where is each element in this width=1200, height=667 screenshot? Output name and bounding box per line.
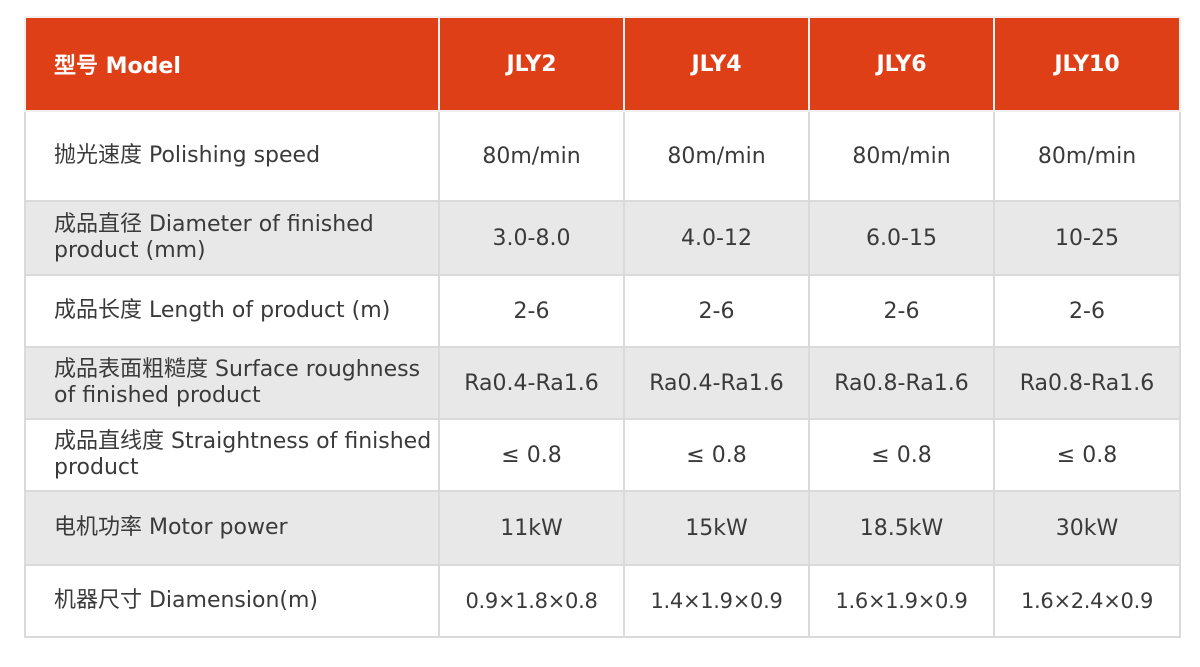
table-body: 抛光速度 Polishing speed 80m/min 80m/min 80m… [24, 110, 1181, 638]
row-label: 成品直线度 Straightness of finished product [24, 418, 440, 492]
row-label: 机器尺寸 Diamension(m) [24, 564, 440, 638]
cell-value: 0.9×1.8×0.8 [438, 564, 625, 638]
cell-value: 2-6 [808, 274, 995, 348]
cell-value: 1.6×2.4×0.9 [993, 564, 1181, 638]
cell-value: 2-6 [993, 274, 1181, 348]
cell-value: ≤ 0.8 [623, 418, 810, 492]
cell-value: 80m/min [623, 110, 810, 202]
cell-value: 30kW [993, 490, 1181, 566]
cell-value: 1.4×1.9×0.9 [623, 564, 810, 638]
header-model-jly6: JLY6 [808, 16, 995, 112]
cell-value: Ra0.4-Ra1.6 [438, 346, 625, 420]
cell-value: Ra0.4-Ra1.6 [623, 346, 810, 420]
cell-value: 3.0-8.0 [438, 200, 625, 276]
cell-value: ≤ 0.8 [808, 418, 995, 492]
header-model-jly4: JLY4 [623, 16, 810, 112]
header-model-label: 型号 Model [24, 16, 440, 112]
cell-value: 80m/min [993, 110, 1181, 202]
cell-value: 80m/min [438, 110, 625, 202]
cell-value: 10-25 [993, 200, 1181, 276]
table-header: 型号 Model JLY2 JLY4 JLY6 JLY10 [24, 16, 1181, 112]
row-label: 成品长度 Length of product (m) [24, 274, 440, 348]
spec-table: 型号 Model JLY2 JLY4 JLY6 JLY10 抛光速度 Polis… [24, 16, 1181, 638]
row-straightness: 成品直线度 Straightness of finished product ≤… [24, 418, 1181, 492]
row-label: 成品表面粗糙度 Surface roughness of finished pr… [24, 346, 440, 420]
cell-value: ≤ 0.8 [438, 418, 625, 492]
row-label: 抛光速度 Polishing speed [24, 110, 440, 202]
row-motor-power: 电机功率 Motor power 11kW 15kW 18.5kW 30kW [24, 490, 1181, 566]
row-label: 成品直径 Diameter of finished product (mm) [24, 200, 440, 276]
cell-value: 11kW [438, 490, 625, 566]
cell-value: 80m/min [808, 110, 995, 202]
header-model-jly2: JLY2 [438, 16, 625, 112]
row-surface-roughness: 成品表面粗糙度 Surface roughness of finished pr… [24, 346, 1181, 420]
row-length: 成品长度 Length of product (m) 2-6 2-6 2-6 2… [24, 274, 1181, 348]
cell-value: 1.6×1.9×0.9 [808, 564, 995, 638]
row-dimension: 机器尺寸 Diamension(m) 0.9×1.8×0.8 1.4×1.9×0… [24, 564, 1181, 638]
cell-value: Ra0.8-Ra1.6 [993, 346, 1181, 420]
row-polishing-speed: 抛光速度 Polishing speed 80m/min 80m/min 80m… [24, 110, 1181, 202]
header-row: 型号 Model JLY2 JLY4 JLY6 JLY10 [24, 16, 1181, 112]
cell-value: 2-6 [438, 274, 625, 348]
cell-value: 2-6 [623, 274, 810, 348]
cell-value: 4.0-12 [623, 200, 810, 276]
cell-value: Ra0.8-Ra1.6 [808, 346, 995, 420]
row-label: 电机功率 Motor power [24, 490, 440, 566]
cell-value: ≤ 0.8 [993, 418, 1181, 492]
cell-value: 15kW [623, 490, 810, 566]
row-diameter: 成品直径 Diameter of finished product (mm) 3… [24, 200, 1181, 276]
header-model-jly10: JLY10 [993, 16, 1181, 112]
cell-value: 18.5kW [808, 490, 995, 566]
cell-value: 6.0-15 [808, 200, 995, 276]
